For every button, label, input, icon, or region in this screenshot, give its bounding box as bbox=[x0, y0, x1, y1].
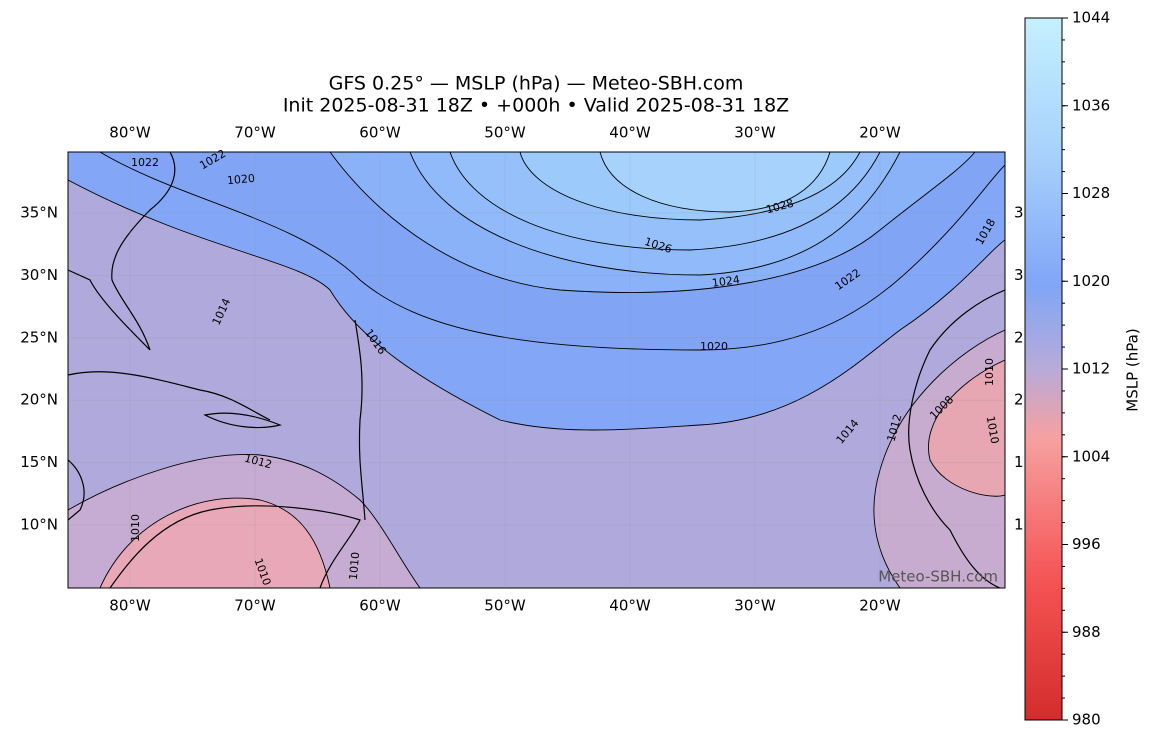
coastlines bbox=[68, 152, 1005, 588]
watermark: Meteo-SBH.com bbox=[878, 568, 998, 586]
lon-label: 50°W bbox=[484, 124, 526, 142]
lon-label: 70°W bbox=[234, 124, 276, 142]
contour-label: 1010 bbox=[983, 358, 996, 386]
map-area bbox=[68, 152, 1005, 588]
colorbar-tick-label: 1004 bbox=[1072, 447, 1110, 465]
contour-label: 1010 bbox=[347, 551, 362, 580]
lon-label: 80°W bbox=[109, 597, 151, 615]
lat-label: 15°N bbox=[20, 453, 58, 471]
lon-label: 60°W bbox=[359, 597, 401, 615]
contour-label: 1022 bbox=[131, 156, 159, 169]
colorbar-label: MSLP (hPa) bbox=[1124, 328, 1142, 411]
contour-1010-south bbox=[99, 497, 331, 588]
lon-label: 30°W bbox=[734, 124, 776, 142]
lon-label: 70°W bbox=[234, 597, 276, 615]
colorbar-tick-label: 988 bbox=[1072, 623, 1101, 641]
colorbar-tick-label: 1036 bbox=[1072, 96, 1110, 114]
contour-label: 1020 bbox=[700, 340, 728, 353]
colorbar-tick-label: 1012 bbox=[1072, 360, 1110, 378]
contour-label: 1010 bbox=[129, 514, 142, 542]
contour-label: 1010 bbox=[984, 415, 1002, 445]
lon-label: 20°W bbox=[859, 124, 901, 142]
lon-label: 40°W bbox=[609, 124, 651, 142]
lat-label: 20°N bbox=[20, 391, 58, 409]
lat-label: 10°N bbox=[20, 516, 58, 534]
lat-label: 25°N bbox=[20, 328, 58, 346]
lat-label: 35°N bbox=[20, 204, 58, 222]
colorbar-tick-label: 1028 bbox=[1072, 184, 1110, 202]
lat-label: 30°N bbox=[20, 266, 58, 284]
lon-label: 50°W bbox=[484, 597, 526, 615]
colorbar-tick-label: 1020 bbox=[1072, 272, 1110, 290]
contour-1008-africa bbox=[928, 359, 1005, 497]
lon-label: 30°W bbox=[734, 597, 776, 615]
title: GFS 0.25° — MSLP (hPa) — Meteo-SBH.com bbox=[329, 73, 744, 95]
colorbar-tick-label: 980 bbox=[1072, 711, 1101, 729]
contour-1030 bbox=[599, 152, 831, 213]
colorbar-tick-label: 1044 bbox=[1072, 9, 1110, 27]
lon-label: 80°W bbox=[109, 124, 151, 142]
subtitle: Init 2025-08-31 18Z • +000h • Valid 2025… bbox=[283, 95, 789, 117]
colorbar bbox=[1024, 17, 1063, 721]
map-frame bbox=[67, 151, 1006, 589]
lon-label: 20°W bbox=[859, 597, 901, 615]
colorbar-tick-label: 996 bbox=[1072, 535, 1101, 553]
contour-label: 1024 bbox=[711, 273, 741, 290]
lon-label: 40°W bbox=[609, 597, 651, 615]
lon-label: 60°W bbox=[359, 124, 401, 142]
contour-label: 1020 bbox=[226, 172, 255, 187]
